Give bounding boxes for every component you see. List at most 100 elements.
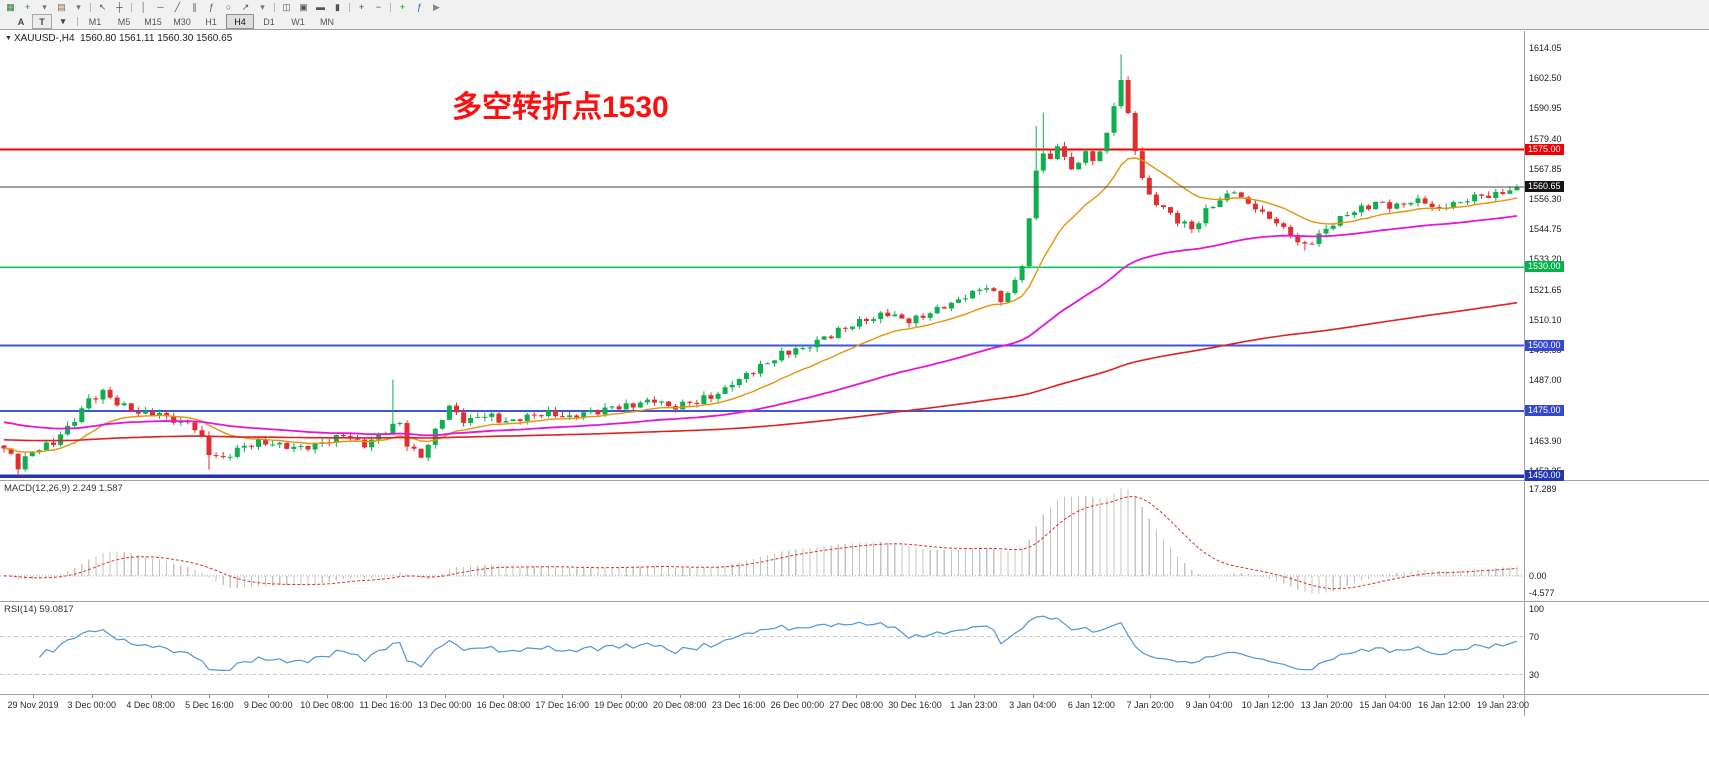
time-axis-tick: [1150, 695, 1152, 698]
time-axis-label: 30 Dec 16:00: [888, 700, 942, 710]
rsi-line: [38, 615, 1518, 672]
timeframe-button-h4[interactable]: H4: [226, 14, 254, 29]
time-axis-tick: [1503, 695, 1504, 698]
rsi-indicator-panel[interactable]: [0, 602, 1524, 694]
toolbar-separator: [77, 17, 78, 26]
equidistant-channel-icon[interactable]: ∥: [192, 1, 197, 12]
new-order-icon[interactable]: +: [399, 1, 406, 12]
time-axis-tick: [385, 695, 387, 698]
macd-name: MACD(12,26,9): [4, 483, 70, 494]
toolbar-separator: [131, 2, 132, 12]
price-axis-label: 1590.95: [1529, 103, 1562, 114]
vertical-line-icon[interactable]: │: [140, 1, 147, 12]
time-axis-label: 4 Dec 08:00: [126, 700, 175, 710]
arrows-icon[interactable]: ↗: [241, 1, 250, 12]
symbol-ohlc-line: ▼ XAUUSD-,H4 1560.80 1561.11 1560.30 1560…: [5, 33, 232, 44]
panel-separator: [0, 694, 1709, 695]
profiles-dropdown-icon[interactable]: ▾: [76, 1, 81, 12]
toolbar-periods-row: A T ▾ M1 M5 M15 M30 H1 H4 D1 W1 MN: [0, 14, 1709, 29]
profiles-icon[interactable]: ▤: [57, 1, 66, 12]
zoom-out-icon[interactable]: −: [375, 1, 382, 12]
time-axis-label: 3 Jan 04:00: [1009, 700, 1057, 710]
macd-indicator-panel[interactable]: [0, 481, 1524, 601]
trendline-icon[interactable]: ╱: [174, 1, 181, 12]
time-axis-tick: [444, 695, 446, 698]
toolbar-separator: [90, 2, 91, 12]
time-axis-label: 27 Dec 08:00: [829, 700, 883, 710]
tile-vertically-icon[interactable]: ▮: [335, 1, 340, 12]
chart-annotation-text[interactable]: 多空转折点1530: [452, 91, 669, 124]
symbol-name: XAUUSD-,H4: [13, 33, 75, 44]
panel-separator[interactable]: [0, 601, 1709, 602]
timeframe-button-m1[interactable]: M1: [88, 16, 102, 27]
timeframe-button-w1[interactable]: W1: [291, 16, 305, 27]
time-axis-label: 16 Dec 08:00: [476, 700, 531, 710]
horizontal-line-objects[interactable]: [0, 148, 1524, 479]
timeframe-button-mn[interactable]: MN: [320, 16, 334, 27]
ma-slow-red[interactable]: [3, 301, 1518, 442]
drawing-dropdown-button[interactable]: ▾: [60, 16, 66, 26]
cursor-icon[interactable]: ↖: [98, 1, 107, 12]
time-axis-label: 15 Jan 04:00: [1359, 700, 1412, 710]
time-axis-tick: [1326, 695, 1328, 698]
price-axis-label: 1487.00: [1529, 375, 1562, 386]
time-axis-label: 1 Jan 23:00: [950, 700, 998, 710]
timeframe-button-m15[interactable]: M15: [144, 16, 162, 27]
price-axis-label: 1521.65: [1529, 284, 1562, 295]
time-axis-tick: [856, 695, 858, 698]
label-tool-button[interactable]: A: [17, 16, 25, 27]
macd-axis-max: 17.289: [1529, 484, 1557, 494]
timeframe-button-m30[interactable]: M30: [173, 16, 191, 27]
text-tool-button[interactable]: T: [32, 14, 52, 29]
time-axis-label: 10 Jan 12:00: [1241, 700, 1294, 710]
chart-list-dropdown-icon[interactable]: ▾: [42, 1, 47, 12]
panel-separator[interactable]: [0, 480, 1709, 481]
timeframe-button-m5[interactable]: M5: [117, 16, 131, 27]
timeframe-button-d1[interactable]: D1: [263, 16, 275, 27]
crosshair-icon[interactable]: ┼: [116, 1, 123, 12]
drawing-tools-group: A T ▾: [12, 14, 74, 29]
zoom-in-icon[interactable]: +: [358, 1, 365, 12]
time-axis-tick: [150, 695, 152, 698]
price-axis-label: 1463.90: [1529, 435, 1562, 446]
time-axis-tick: [797, 695, 799, 698]
charts-grid-icon[interactable]: ▦: [6, 1, 15, 12]
time-axis-label: 13 Jan 20:00: [1300, 700, 1353, 710]
time-axis-tick: [268, 695, 270, 698]
time-axis-label: 23 Dec 16:00: [711, 700, 766, 710]
time-axis-label: 13 Dec 00:00: [417, 700, 472, 710]
time-axis-label: 3 Dec 00:00: [67, 700, 117, 710]
tile-horizontally-icon[interactable]: ▬: [316, 1, 325, 12]
time-axis-label: 29 Nov 2019: [7, 700, 59, 710]
candlestick-chart[interactable]: [0, 31, 1524, 480]
price-axis-label: 1510.10: [1529, 314, 1562, 325]
ellipse-icon[interactable]: ○: [225, 1, 232, 12]
tile-windows-icon[interactable]: ◫: [282, 1, 291, 12]
cascade-windows-icon[interactable]: ▣: [299, 1, 308, 12]
rsi-axis-label: 30: [1529, 670, 1540, 680]
rsi-title: RSI(14) 59.0817: [4, 604, 74, 615]
price-axis-label: 1614.05: [1529, 42, 1562, 53]
price-axis-label: 1579.40: [1529, 133, 1562, 144]
fibonacci-retracement-icon[interactable]: ƒ: [208, 1, 214, 12]
symbol-collapse-icon[interactable]: ▼: [5, 35, 12, 42]
macd-current-values: 2.249 1.587: [72, 483, 123, 494]
time-axis-tick: [973, 695, 975, 698]
indicators-icon[interactable]: ƒ: [416, 1, 422, 12]
time-axis-label: 9 Dec 00:00: [243, 700, 293, 710]
auto-trading-icon[interactable]: ▶: [433, 1, 440, 12]
horizontal-line-icon[interactable]: ─: [157, 1, 164, 12]
time-axis-tick: [915, 695, 916, 698]
rsi-axis-label: 100: [1529, 603, 1545, 614]
ma-fast-orange[interactable]: [3, 157, 1518, 453]
ma-mid-magenta[interactable]: [3, 215, 1518, 437]
time-axis-tick: [1032, 695, 1034, 698]
timeframe-button-h1[interactable]: H1: [205, 16, 217, 27]
new-chart-icon[interactable]: +: [24, 1, 31, 12]
time-axis-tick: [679, 695, 681, 698]
time-axis-label: 16 Jan 12:00: [1418, 700, 1471, 710]
objects-dropdown-icon[interactable]: ▾: [260, 1, 265, 12]
macd-axis-zero: 0.00: [1529, 570, 1547, 581]
rsi-name: RSI(14): [4, 604, 37, 615]
time-axis-label: 5 Dec 16:00: [185, 700, 234, 710]
